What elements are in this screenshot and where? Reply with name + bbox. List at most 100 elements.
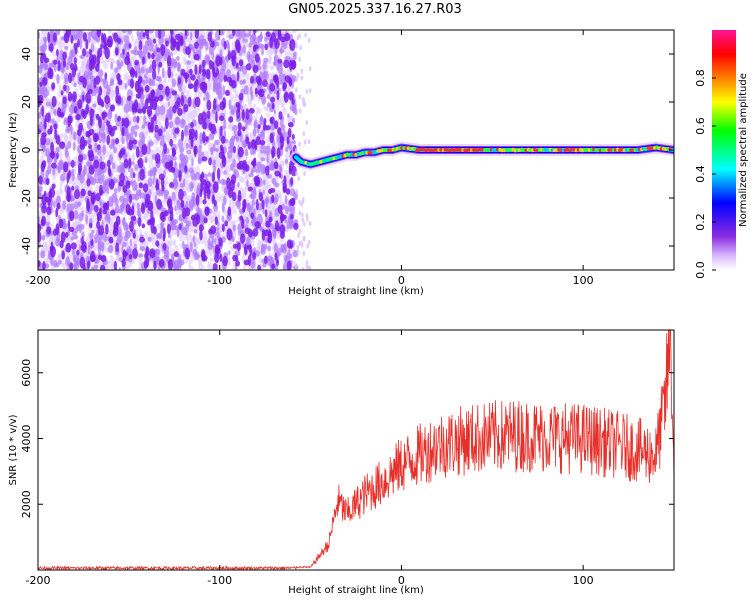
noise-speckle-dark xyxy=(254,87,258,95)
noise-speckle-fade xyxy=(305,264,308,270)
noise-speckle-mid xyxy=(207,172,212,178)
noise-speckle-mid xyxy=(123,35,130,43)
noise-speckle-dark xyxy=(138,182,144,189)
noise-speckle-light xyxy=(233,208,237,215)
noise-speckle-mid xyxy=(134,130,138,137)
noise-speckle-fade xyxy=(295,189,299,194)
noise-speckle-light xyxy=(209,257,214,262)
noise-speckle-mid xyxy=(112,146,118,154)
noise-speckle-dark xyxy=(41,105,44,117)
noise-speckle-dark xyxy=(254,53,260,63)
noise-speckle-dark xyxy=(158,83,164,91)
noise-speckle-dark xyxy=(199,230,203,241)
noise-speckle-mid xyxy=(64,150,69,158)
noise-speckle-dark xyxy=(158,62,163,68)
noise-speckle-mid xyxy=(283,242,287,251)
noise-speckle-fade xyxy=(296,249,300,255)
noise-speckle-mid xyxy=(44,263,50,269)
noise-speckle-fade xyxy=(296,35,300,41)
noise-speckle-dark xyxy=(87,88,93,95)
noise-speckle-dark xyxy=(190,74,196,81)
noise-speckle-light xyxy=(41,30,44,38)
noise-speckle-mid xyxy=(136,202,140,211)
noise-speckle-dark xyxy=(70,34,74,44)
noise-speckle-dark xyxy=(87,260,91,270)
noise-speckle-dark xyxy=(98,86,103,96)
noise-speckle-mid xyxy=(38,31,41,40)
noise-speckle-mid xyxy=(73,82,77,88)
noise-speckle-dark xyxy=(97,47,103,58)
noise-speckle-dark xyxy=(79,75,85,83)
noise-speckle-mid xyxy=(242,38,249,43)
noise-speckle-dark xyxy=(97,211,100,223)
noise-speckle-mid xyxy=(47,163,52,175)
noise-speckle-mid xyxy=(235,200,241,208)
noise-speckle-dark xyxy=(210,40,215,48)
noise-speckle-mid xyxy=(76,257,80,267)
noise-speckle-mid xyxy=(291,75,297,83)
noise-speckle-light xyxy=(184,182,188,189)
noise-speckle-dark xyxy=(98,117,102,129)
noise-speckle-fade xyxy=(308,66,312,72)
noise-speckle-mid xyxy=(214,139,220,146)
noise-speckle-light xyxy=(185,258,189,264)
noise-speckle-mid xyxy=(143,115,147,126)
noise-speckle-mid xyxy=(210,148,214,156)
noise-speckle-mid xyxy=(147,170,153,177)
noise-speckle-light xyxy=(242,187,248,195)
noise-speckle-dark xyxy=(237,129,242,137)
noise-speckle-mid xyxy=(121,135,125,145)
noise-speckle-light xyxy=(234,90,240,100)
noise-speckle-dark xyxy=(187,83,194,89)
noise-speckle-dark xyxy=(219,126,223,137)
noise-speckle-dark xyxy=(122,251,129,257)
noise-speckle-mid xyxy=(208,45,213,55)
noise-speckle-dark xyxy=(277,127,282,136)
noise-speckle-dark xyxy=(236,62,239,69)
noise-speckle-dark xyxy=(202,179,207,186)
noise-speckle-mid xyxy=(134,163,139,172)
noise-speckle-mid xyxy=(189,241,193,253)
noise-speckle-mid xyxy=(261,94,267,105)
noise-speckle-dark xyxy=(173,251,179,258)
noise-speckle-dark xyxy=(59,141,66,150)
noise-speckle-dark xyxy=(67,72,73,84)
noise-speckle-mid xyxy=(179,146,185,153)
noise-speckle-dark xyxy=(71,67,77,78)
noise-speckle-mid xyxy=(116,63,122,70)
noise-speckle-mid xyxy=(199,214,206,225)
noise-speckle-dark xyxy=(96,113,100,121)
noise-speckle-mid xyxy=(214,148,220,152)
noise-speckle-mid xyxy=(78,244,82,251)
noise-speckle-dark xyxy=(236,242,241,252)
noise-speckle-dark xyxy=(61,250,65,260)
noise-speckle-mid xyxy=(242,43,246,54)
noise-speckle-dark xyxy=(190,121,194,129)
noise-speckle-dark xyxy=(291,133,295,140)
noise-speckle-dark xyxy=(86,178,91,187)
noise-speckle-dark xyxy=(269,37,274,49)
noise-speckle-mid xyxy=(267,102,271,108)
noise-speckle-mid xyxy=(86,161,89,167)
noise-speckle-mid xyxy=(191,192,196,202)
noise-speckle-light xyxy=(97,106,102,112)
noise-speckle-dark xyxy=(69,262,74,270)
noise-speckle-dark xyxy=(60,231,66,243)
noise-speckle-dark xyxy=(96,144,101,151)
noise-speckle-mid xyxy=(288,253,293,259)
noise-speckle-dark xyxy=(268,216,273,223)
noise-speckle-dark xyxy=(283,91,289,103)
noise-speckle-dark xyxy=(274,252,278,261)
noise-speckle-dark xyxy=(104,47,110,60)
noise-speckle-mid xyxy=(246,179,249,187)
noise-speckle-mid xyxy=(123,235,129,241)
noise-speckle-mid xyxy=(92,103,97,108)
noise-speckle-dark xyxy=(230,49,237,61)
noise-speckle-dark xyxy=(109,104,115,112)
noise-speckle-dark xyxy=(155,153,161,164)
noise-speckle-mid xyxy=(264,36,268,42)
noise-speckle-light xyxy=(188,262,192,269)
noise-speckle-dark xyxy=(164,161,171,169)
noise-speckle-mid xyxy=(64,145,68,153)
noise-speckle-mid xyxy=(72,141,76,151)
